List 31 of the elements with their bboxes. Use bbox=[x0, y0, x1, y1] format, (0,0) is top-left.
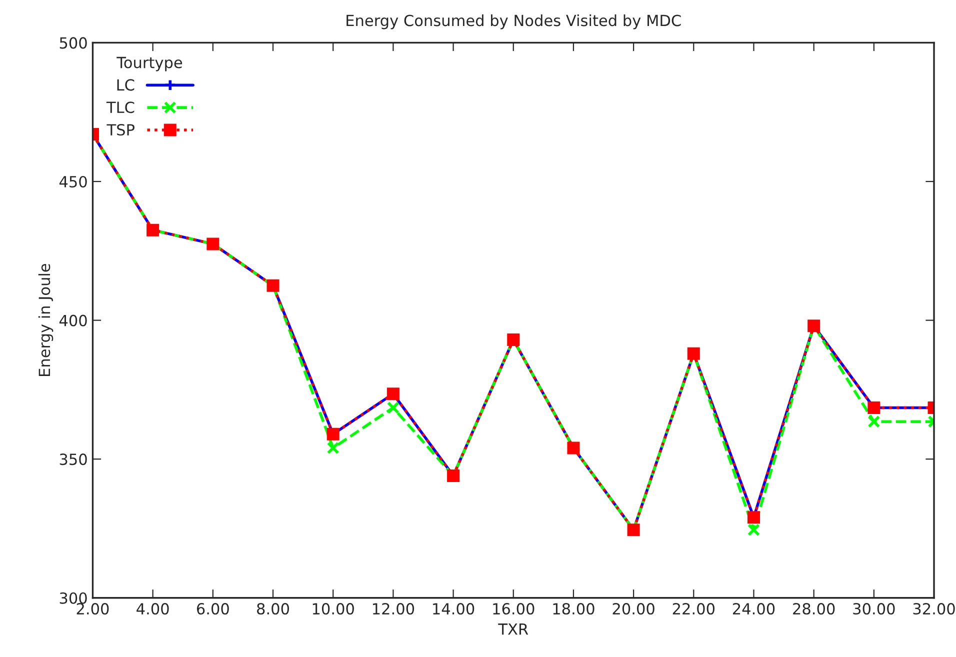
x-tick-label: 10.00 bbox=[312, 603, 354, 615]
x-tick-label: 12.00 bbox=[373, 603, 414, 615]
y-tick-label: 350 bbox=[60, 454, 87, 466]
x-tick-label: 22.00 bbox=[672, 603, 714, 615]
x-tick-label: 14.00 bbox=[433, 603, 474, 615]
x-tick-label: 32.00 bbox=[913, 603, 955, 615]
x-tick-label: 30.00 bbox=[853, 603, 895, 615]
x-tick-label: 2.00 bbox=[76, 603, 109, 615]
chart-title: Energy Consumed by Nodes Visited by MDC bbox=[346, 14, 681, 30]
x-tick-label: 24.00 bbox=[732, 603, 775, 615]
x-axis-title: TXR bbox=[498, 624, 528, 635]
point bbox=[326, 442, 340, 454]
y-tick-label: 300 bbox=[60, 592, 87, 604]
legend-label: TSP bbox=[106, 124, 134, 136]
legend-title: Tourtype bbox=[116, 56, 182, 72]
y-tick-label: 450 bbox=[59, 176, 87, 188]
x-tick-label: 20.00 bbox=[612, 603, 654, 615]
x-tick-label: 8.00 bbox=[257, 603, 289, 615]
y-tick-label: 500 bbox=[60, 37, 87, 49]
x-tick-label: 6.00 bbox=[196, 603, 229, 615]
x-tick-label: 4.00 bbox=[136, 603, 169, 615]
y-tick-label: 400 bbox=[59, 314, 87, 326]
legend-label: LC bbox=[117, 79, 134, 91]
point bbox=[386, 401, 400, 414]
x-tick-label: 28.00 bbox=[793, 603, 835, 615]
point bbox=[747, 524, 760, 536]
x-tick-label: 16.00 bbox=[493, 603, 534, 615]
y-axis-title: Energy in Joule bbox=[38, 264, 54, 376]
point bbox=[868, 415, 880, 428]
legend-label: TLC bbox=[106, 102, 134, 114]
x-tick-label: 18.00 bbox=[553, 603, 594, 615]
